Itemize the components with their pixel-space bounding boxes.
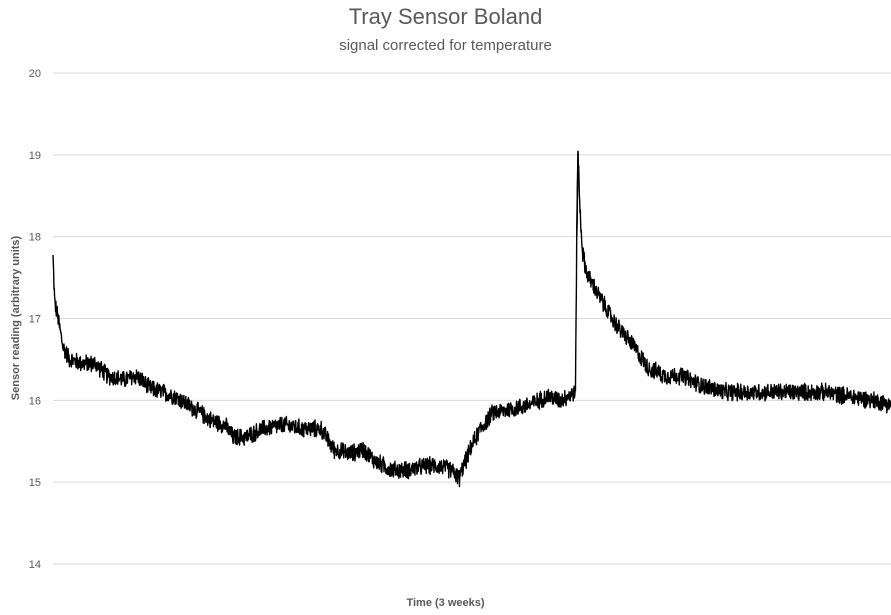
x-axis-label: Time (3 weeks) xyxy=(406,597,485,609)
y-axis-ticks: 14 15 16 17 18 19 20 xyxy=(29,68,41,571)
chart-title: Tray Sensor Boland xyxy=(348,4,543,29)
gridlines xyxy=(53,72,891,565)
y-tick-label: 19 xyxy=(29,150,41,162)
y-tick-label: 18 xyxy=(29,232,41,244)
series-spike xyxy=(575,150,579,237)
series-lines xyxy=(52,150,891,488)
y-tick-label: 16 xyxy=(29,395,41,407)
y-tick-label: 14 xyxy=(29,559,41,571)
y-tick-label: 15 xyxy=(29,477,41,489)
y-tick-label: 17 xyxy=(29,314,41,326)
chart-subtitle: signal corrected for temperature xyxy=(339,37,552,54)
y-tick-label: 20 xyxy=(29,68,41,80)
series-line-0 xyxy=(52,152,891,488)
